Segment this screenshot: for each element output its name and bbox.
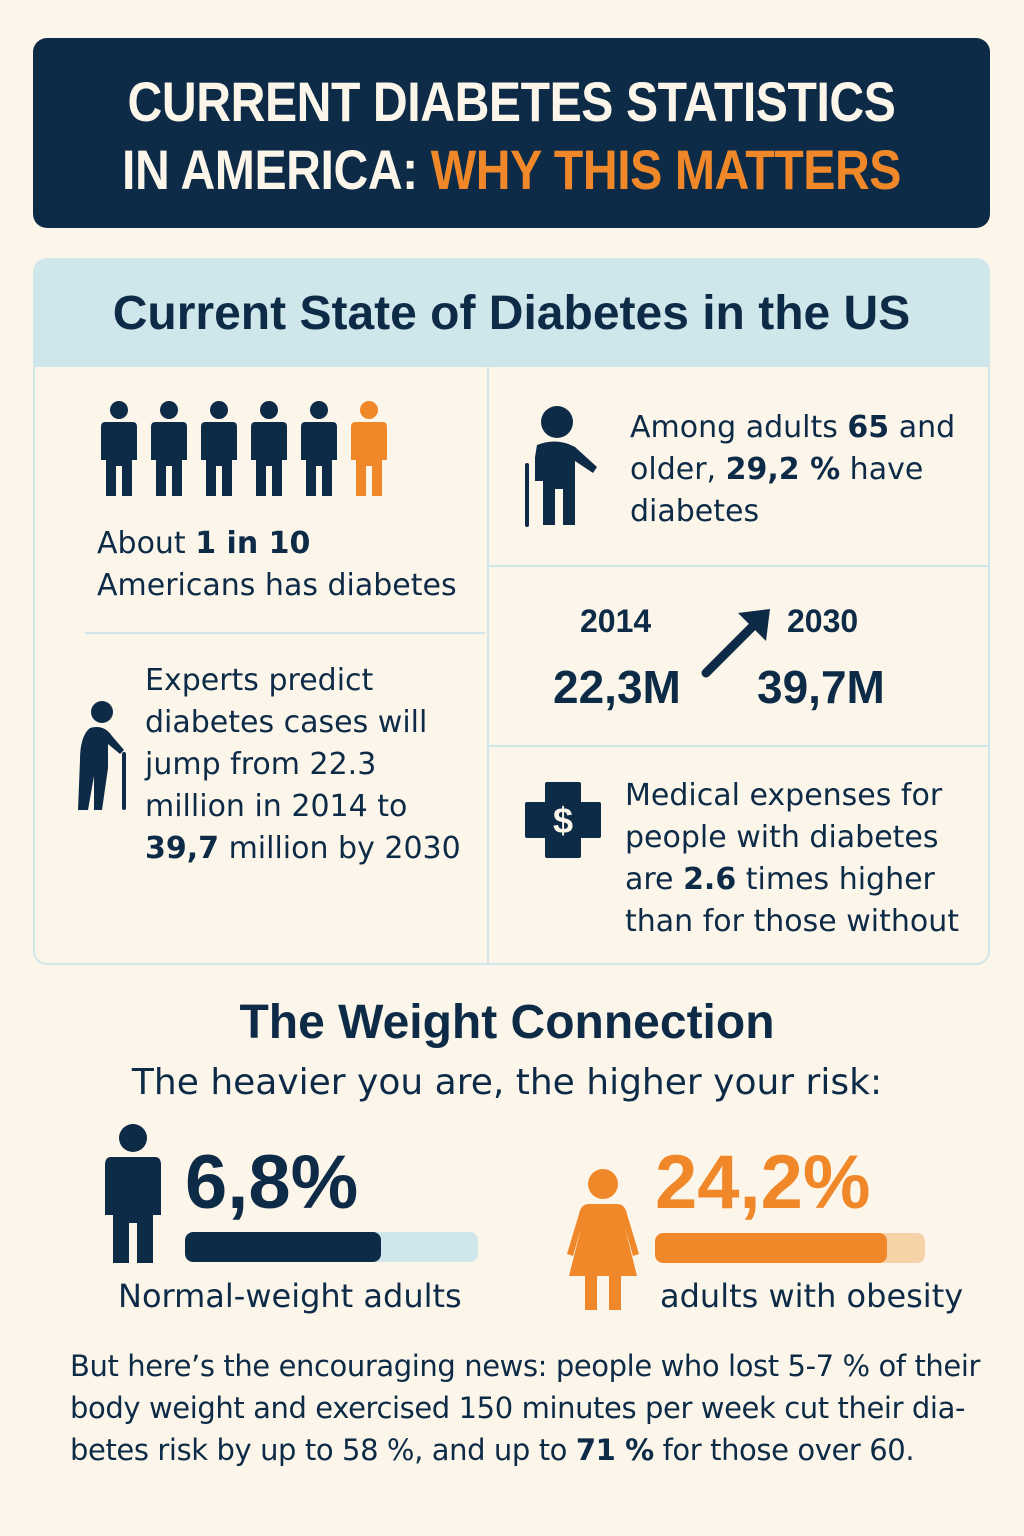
person-icon	[100, 400, 138, 502]
text: million by 2030	[219, 831, 461, 866]
person-icon	[300, 400, 338, 502]
title-banner: CURRENT DIABETES STATISTICS IN AMERICA: …	[33, 38, 990, 228]
seniors-text: Among adults 65 and older, 29,2 % have d…	[630, 407, 970, 533]
woman-icon	[567, 1169, 639, 1310]
obese-label: adults with obesity	[660, 1277, 964, 1315]
text: Americans has diabetes	[97, 568, 457, 603]
person-icon-highlighted	[350, 400, 388, 502]
divider	[489, 565, 988, 567]
current-state-panel: Current State of Diabetes in the US Abou…	[33, 258, 990, 965]
text: times higher than for those without	[625, 862, 960, 939]
title-highlight: WHY THIS MATTERS	[430, 138, 902, 201]
text: have diabetes	[630, 452, 924, 529]
title-white: IN AMERICA:	[121, 138, 431, 201]
highlight: 29,2 %	[725, 452, 841, 487]
text: Among adults	[630, 410, 848, 445]
weight-subheading: The heavier you are, the higher your ris…	[131, 1062, 883, 1103]
highlight: 39,7	[145, 831, 220, 866]
person-icon	[150, 400, 188, 502]
arrow-up-right-icon	[701, 609, 770, 678]
value-from: 22,3M	[553, 661, 681, 713]
current-state-heading: Current State of Diabetes in the US	[35, 260, 988, 367]
year-to: 2030	[787, 603, 859, 639]
one-in-ten-text: About 1 in 10 Americans has diabetes	[97, 523, 477, 607]
people-row	[100, 400, 388, 502]
divider	[489, 745, 988, 747]
text: But here’s the encouraging news: people …	[70, 1349, 981, 1467]
man-icon	[105, 1124, 161, 1263]
highlight: 2.6	[683, 862, 737, 897]
obese-value: 24,2%	[655, 1140, 871, 1225]
highlight: 65	[847, 410, 890, 445]
title-line-1: CURRENT DIABETES STATISTICS	[127, 70, 896, 133]
medical-cross-dollar-icon: $	[525, 782, 601, 858]
dollar-glyph: $	[553, 800, 573, 841]
obese-progress-fill	[655, 1233, 888, 1263]
obese-progress-bar	[655, 1233, 925, 1263]
expenses-text: Medical expenses for people with diabete…	[625, 775, 975, 943]
text: About	[97, 526, 196, 561]
text: for those over 60.	[653, 1433, 915, 1467]
person-icon	[200, 400, 238, 502]
normal-label: Normal-weight adults	[118, 1277, 462, 1315]
normal-progress-fill	[185, 1232, 382, 1262]
title-line-2: IN AMERICA: WHY THIS MATTERS	[100, 136, 923, 204]
highlight: 1 in 10	[195, 526, 311, 561]
elderly-person-cane-icon	[525, 406, 597, 527]
normal-progress-bar	[185, 1232, 478, 1262]
text: Experts predict diabetes cases will jump…	[145, 663, 428, 824]
encouraging-news-text: But here’s the encouraging news: people …	[70, 1345, 990, 1471]
normal-value: 6,8%	[185, 1140, 359, 1225]
experts-text: Experts predict diabetes cases will jump…	[145, 660, 475, 870]
weight-heading: The Weight Connection	[239, 996, 775, 1049]
person-icon	[250, 400, 288, 502]
divider	[85, 632, 485, 634]
value-to: 39,7M	[757, 661, 885, 713]
highlight: 71 %	[575, 1433, 654, 1467]
text: and older,	[630, 410, 956, 487]
year-from: 2014	[580, 603, 652, 639]
elderly-person-cane-icon	[78, 701, 126, 810]
divider	[487, 367, 489, 963]
text: Medical expenses for people with diabete…	[625, 778, 943, 897]
